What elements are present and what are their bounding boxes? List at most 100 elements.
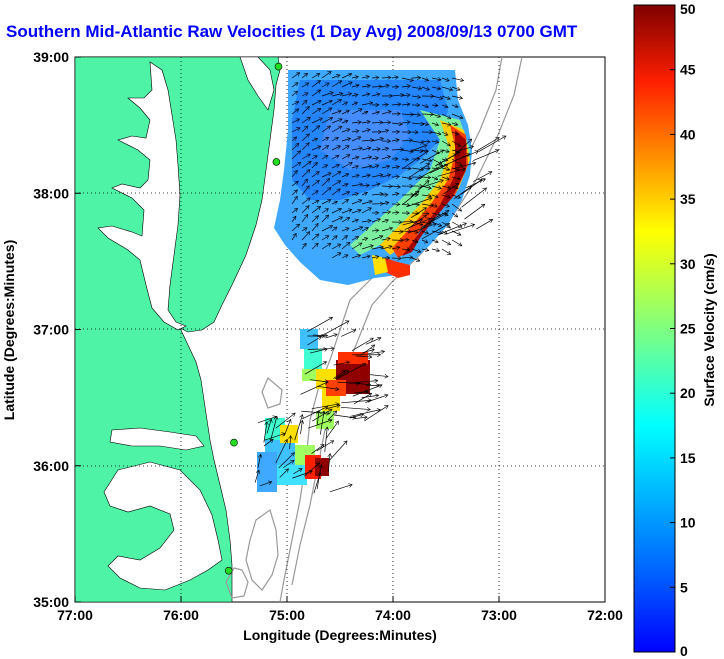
velocity-vector — [441, 204, 449, 207]
velocity-vector — [301, 143, 309, 151]
velocity-vector — [341, 74, 352, 79]
velocity-vector — [321, 243, 331, 250]
velocity-vector — [266, 419, 271, 434]
velocity-vector — [254, 470, 259, 483]
velocity-vector — [301, 107, 309, 115]
velocity-vector — [464, 204, 485, 220]
velocity-vector — [301, 232, 310, 241]
colorbar-tick-label: 15 — [680, 450, 696, 466]
velocity-vector — [311, 223, 318, 232]
velocity-vector — [361, 94, 370, 96]
velocity-vector — [421, 213, 429, 214]
velocity-vector — [311, 191, 318, 196]
velocity-vector — [328, 454, 330, 473]
velocity-vector — [441, 248, 451, 255]
velocity-vector — [368, 374, 388, 376]
velocity-vector — [451, 113, 463, 118]
velocity-vector — [291, 196, 297, 205]
velocity-vector — [407, 163, 430, 179]
velocity-vector — [401, 104, 410, 105]
y-tick-label: 36:00 — [33, 458, 69, 474]
velocity-vector — [431, 132, 441, 134]
velocity-vector — [391, 247, 400, 249]
velocity-vector — [291, 102, 299, 106]
velocity-vector — [418, 218, 435, 232]
velocity-vector — [452, 139, 472, 157]
velocity-vector — [324, 427, 327, 452]
chesapeake-bay — [97, 61, 187, 331]
velocity-vector — [355, 356, 372, 357]
velocity-vector — [441, 231, 447, 234]
velocity-vector — [371, 175, 383, 177]
velocity-vector — [341, 94, 352, 96]
velocity-vector — [429, 165, 448, 174]
velocity-vector — [291, 143, 299, 151]
velocity-vector — [321, 71, 331, 79]
velocity-vector — [290, 436, 291, 450]
radar-station-marker — [272, 158, 281, 166]
velocity-vector — [301, 154, 310, 160]
velocity-vector — [455, 146, 474, 153]
velocity-vector — [361, 228, 368, 232]
velocity-vector — [421, 177, 431, 178]
velocity-vector — [311, 445, 324, 454]
velocity-vector — [371, 77, 379, 78]
velocity-vector — [431, 105, 438, 106]
velocity-vector — [361, 238, 368, 240]
velocity-vector — [333, 362, 350, 366]
velocity-vector — [321, 235, 329, 241]
velocity-vector — [409, 145, 427, 152]
velocity-vector — [308, 420, 332, 429]
velocity-vector — [401, 177, 412, 179]
velocity-vector — [337, 382, 360, 383]
velocity-vector — [401, 122, 410, 123]
velocity-vector — [407, 198, 432, 207]
velocity-vector — [331, 93, 343, 97]
velocity-vector — [391, 104, 401, 105]
velocity-vector — [321, 209, 328, 214]
velocity-vector — [291, 137, 297, 142]
velocity-vector — [321, 321, 349, 337]
velocity-vector — [331, 111, 341, 115]
velocity-vector — [301, 186, 309, 196]
velocity-vector — [301, 170, 310, 178]
velocity-vector — [351, 77, 358, 78]
velocity-vector — [391, 95, 404, 96]
velocity-vector — [401, 159, 409, 160]
velocity-vector — [304, 362, 327, 375]
velocity-vectors — [254, 71, 506, 494]
velocity-vector — [435, 152, 460, 167]
velocity-vector — [321, 215, 329, 223]
velocity-vector — [341, 155, 350, 160]
velocity-vector — [311, 108, 321, 115]
velocity-vector — [437, 223, 467, 236]
velocity-vector — [365, 338, 381, 345]
velocity-vector — [441, 86, 453, 90]
velocity-vector — [331, 253, 341, 259]
velocity-vector — [381, 238, 390, 240]
velocity-vector — [441, 177, 449, 180]
x-tick-label: 77:00 — [57, 607, 93, 623]
velocity-vector — [367, 351, 385, 355]
x-tick-label: 74:00 — [375, 607, 411, 623]
velocity-vector — [401, 257, 413, 258]
velocity-vector — [311, 101, 321, 106]
velocity-vector — [364, 406, 388, 422]
velocity-vector — [371, 94, 380, 96]
velocity-vector — [421, 78, 429, 81]
colorbar-tick-label: 30 — [680, 256, 696, 272]
colorbar-tick-label: 40 — [680, 126, 696, 142]
velocity-vector — [270, 416, 277, 442]
velocity-vector — [300, 382, 327, 395]
velocity-vector — [411, 257, 420, 261]
velocity-vector — [411, 240, 418, 242]
velocity-vector — [311, 73, 320, 79]
velocity-vector — [361, 122, 370, 123]
velocity-vector — [371, 122, 383, 123]
grid-lines — [75, 57, 605, 602]
velocity-vector — [341, 138, 351, 141]
velocity-vector — [443, 183, 459, 195]
velocity-vector — [351, 184, 363, 186]
velocity-vector — [341, 236, 348, 241]
